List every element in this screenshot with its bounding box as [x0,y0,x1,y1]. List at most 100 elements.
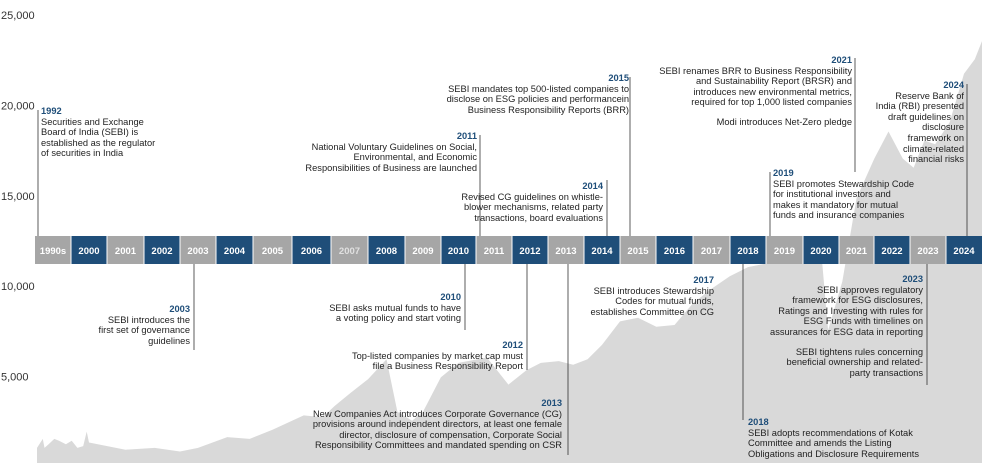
annotation-year: 2014 [582,181,603,191]
annotation-2003: 2003 SEBI introduces the first set of go… [99,304,190,346]
timeline-cell [693,236,730,264]
timeline-cell [35,236,71,264]
timeline-cell [656,236,693,264]
timeline-cell [216,236,253,264]
timeline-cell [253,236,292,264]
annotation-2024: 2024 Reserve Bank of India (RBI) present… [876,80,964,165]
annotation-text: SEBI introduces the first set of governa… [98,314,190,346]
annotation-2021: 2021 SEBI renames BRR to Business Respon… [659,55,852,128]
timeline-label: 2019 [774,246,795,257]
timeline-cell [331,236,368,264]
timeline-label: 2013 [555,246,576,257]
annotation-year: 2021 [831,55,852,65]
annotation-text: SEBI adopts recommendations of Kotak Com… [748,427,920,459]
annotation-2018: 2018 SEBI adopts recommendations of Kota… [748,417,919,459]
annotation-year: 2010 [440,292,461,302]
timeline-label: 2023 [917,246,938,257]
annotation-text: Revised CG guidelines on whistle- blower… [461,191,603,223]
annotation-text: SEBI asks mutual funds to have a voting … [329,302,461,324]
timeline-cell [292,236,331,264]
annotation-2023: 2023 SEBI approves regulatory framework … [770,274,923,378]
timeline-cell [730,236,766,264]
timeline-label: 2012 [519,246,540,257]
timeline-cell [144,236,180,264]
timeline-label: 2001 [115,246,137,257]
timeline-cell [910,236,946,264]
annotation-year: 2003 [169,304,190,314]
timeline-cell [548,236,584,264]
y-tick-label: 20,000 [1,100,35,112]
timeline-cell [766,236,803,264]
annotation-year: 2024 [943,80,964,90]
timeline-cell [874,236,910,264]
annotation-2019: 2019 SEBI promotes Stewardship Code for … [773,168,914,221]
annotation-year: 2012 [502,340,523,350]
annotation-text-secondary: Modi introduces Net-Zero pledge [716,116,852,127]
timeline-label: 2004 [224,246,246,257]
timeline-cell [180,236,216,264]
timeline-cell [946,236,982,264]
timeline-label: 2014 [591,246,613,257]
annotation-year: 2019 [773,168,794,178]
annotation-text: SEBI approves regulatory framework for E… [770,284,923,337]
timeline-label: 2009 [412,246,433,257]
annotation-year: 2011 [456,131,477,141]
y-tick-label: 15,000 [1,191,35,203]
annotation-2013: 2013 New Companies Act introduces Corpor… [313,398,562,451]
timeline-cell [405,236,441,264]
timeline-label: 2005 [262,246,284,257]
timeline-label: 2017 [701,246,722,257]
annotation-text: Reserve Bank of India (RBI) presented dr… [875,90,964,165]
annotation-text: New Companies Act introduces Corporate G… [312,408,562,451]
timeline-cell [441,236,476,264]
timeline-label: 2021 [846,246,868,257]
timeline-cell [839,236,874,264]
annotation-year: 2013 [541,398,562,408]
timeline-label: 2018 [737,246,758,257]
annotation-text: Top-listed companies by market cap must … [351,350,523,372]
y-axis: 25,000 20,000 15,000 10,000 5,000 [1,10,35,384]
y-tick-label: 10,000 [1,281,35,293]
timeline-label: 2011 [484,246,505,257]
timeline-label: 2010 [448,246,469,257]
annotation-year: 2015 [608,73,629,83]
timeline-label: 2024 [953,246,975,257]
annotation-2014: 2014 Revised CG guidelines on whistle- b… [461,181,603,223]
annotation-2012: 2012 Top-listed companies by market cap … [352,340,523,372]
timeline-label: 2022 [881,246,902,257]
annotation-text: Securities and Exchange Board of India (… [41,116,156,159]
annotation-text: SEBI renames BRR to Business Responsibil… [659,65,852,108]
annotation-year: 2018 [748,417,769,427]
annotation-text-secondary: SEBI tightens rules concerning beneficia… [786,346,923,378]
y-tick-label: 25,000 [1,10,35,22]
timeline-cell [803,236,839,264]
annotation-1992: 1992 Securities and Exchange Board of In… [41,106,155,159]
index-area [37,41,982,463]
annotation-2010: 2010 SEBI asks mutual funds to have a vo… [329,292,461,324]
timeline-label: 2006 [301,246,322,257]
annotation-year: 1992 [41,106,62,116]
annotation-connectors [37,58,968,455]
annotation-2015: 2015 SEBI mandates top 500-listed compan… [447,73,629,115]
timeline-cell [368,236,405,264]
timeline-cell [107,236,144,264]
timeline-cell [71,236,107,264]
timeline-label: 2016 [664,246,685,257]
timeline-label: 2007 [339,246,360,257]
annotation-text: SEBI mandates top 500-listed companies t… [446,83,629,115]
annotation-year: 2023 [902,274,923,284]
timeline-label: 2000 [78,246,99,257]
annotation-text: SEBI promotes Stewardship Code for insti… [773,178,915,221]
timeline-band: 1990s 2000 2001 2002 2003 2004 2005 2006 2007 200… [35,236,982,264]
timeline-label: 2002 [151,246,172,257]
annotation-text: SEBI introduces Stewardship Codes for mu… [590,285,715,317]
timeline-cell [584,236,620,264]
timeline-label: 2015 [627,246,649,257]
timeline-cell [620,236,656,264]
annotation-text: National Voluntary Guidelines on Social,… [305,141,477,173]
timeline-label: 1990s [40,246,66,257]
timeline-label: 2008 [376,246,397,257]
timeline-label: 2003 [187,246,208,257]
